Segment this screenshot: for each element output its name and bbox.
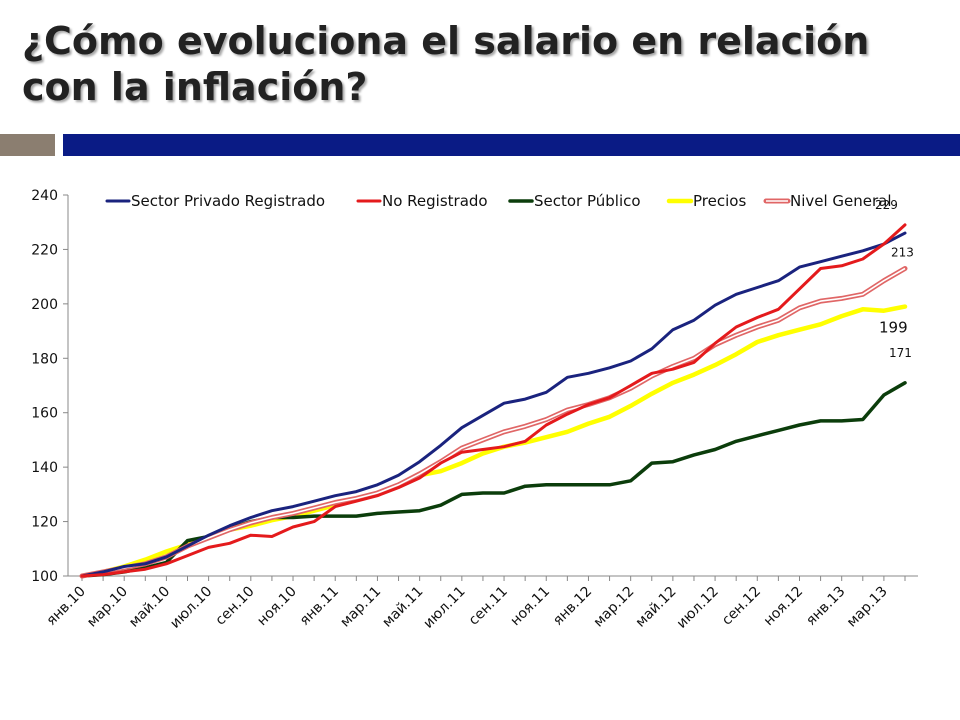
data-label: 229 <box>875 198 898 212</box>
y-tick-label: 200 <box>31 297 58 313</box>
data-label: 171 <box>889 346 912 360</box>
series-line-sector-privado-registrado <box>80 231 907 578</box>
x-tick-label: май.10 <box>126 584 173 631</box>
series-line-no-registrado <box>80 223 907 578</box>
x-tick-label: сен.12 <box>719 584 764 629</box>
y-tick-label: 240 <box>31 188 58 204</box>
series-line-nivel-general-inner <box>81 267 906 577</box>
series-line-nivel-general <box>79 266 908 579</box>
slide-title-line2: con la inflación? <box>22 65 368 109</box>
slide-title: ¿Cómo evoluciona el salario en relación … <box>22 18 922 110</box>
y-tick-label: 120 <box>31 515 58 531</box>
legend-label: No Registrado <box>382 192 488 210</box>
legend-label: Sector Público <box>534 192 641 210</box>
legend-label: Nivel General <box>790 192 892 210</box>
x-tick-label: сен.11 <box>466 584 511 629</box>
x-tick-label: мар.10 <box>84 584 131 631</box>
x-tick-label: июл.11 <box>421 584 469 632</box>
x-tick-label: июл.12 <box>674 584 722 632</box>
title-accent-bar-right <box>63 134 960 156</box>
x-tick-label: янв.12 <box>550 584 595 629</box>
y-tick-label: 180 <box>31 351 58 367</box>
x-tick-label: май.12 <box>633 584 680 631</box>
x-tick-label: мар.12 <box>591 584 638 631</box>
legend-label: Sector Privado Registrado <box>131 192 325 210</box>
x-tick-label: янв.10 <box>44 584 89 629</box>
line-chart: 100120140160180200220240янв.10мар.10май.… <box>31 188 918 632</box>
data-label: 213 <box>891 245 914 259</box>
x-tick-label: май.11 <box>379 584 426 631</box>
y-tick-label: 100 <box>31 569 58 585</box>
slide-title-line1: ¿Cómo evoluciona el salario en relación <box>22 19 870 63</box>
legend-label: Precios <box>693 192 746 210</box>
y-tick-label: 140 <box>31 460 58 476</box>
x-tick-label: сен.10 <box>213 584 258 629</box>
x-tick-label: ноя.11 <box>508 584 554 630</box>
x-tick-label: ноя.10 <box>254 584 300 630</box>
x-tick-label: янв.13 <box>803 584 848 629</box>
y-tick-label: 220 <box>31 242 58 258</box>
x-tick-label: янв.11 <box>297 584 342 629</box>
x-tick-label: ноя.12 <box>761 584 807 630</box>
x-tick-label: июл.10 <box>167 584 215 632</box>
x-tick-label: мар.13 <box>844 584 891 631</box>
data-label: 199 <box>879 319 908 337</box>
x-tick-label: мар.11 <box>337 584 384 631</box>
title-accent-bar-left <box>0 134 55 156</box>
y-tick-label: 160 <box>31 406 58 422</box>
